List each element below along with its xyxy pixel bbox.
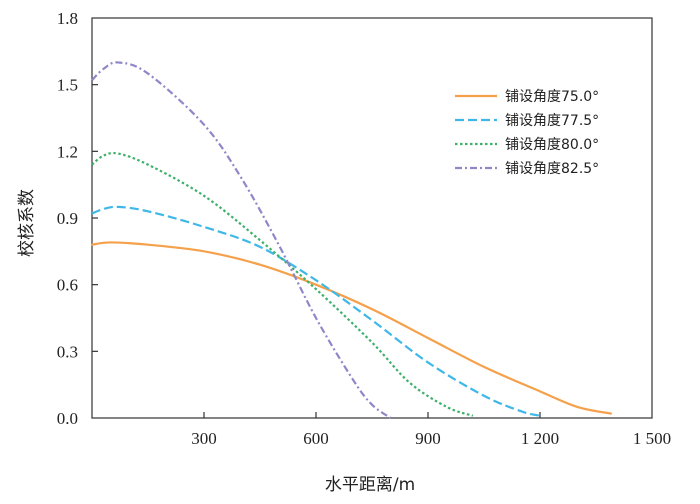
x-tick-label: 900 bbox=[415, 429, 441, 448]
y-axis-title: 校核系数 bbox=[17, 189, 37, 257]
legend-label-4: 铺设角度82.5° bbox=[505, 161, 599, 177]
y-tick-label: 1.8 bbox=[57, 9, 78, 28]
x-tick-label: 1 200 bbox=[521, 429, 559, 448]
legend: 铺设角度75.0° 铺设角度77.5° 铺设角度80.0° 铺设角度82.5° bbox=[455, 89, 599, 177]
legend-label-1: 铺设角度75.0° bbox=[505, 89, 599, 105]
y-tick-label: 1.2 bbox=[57, 142, 78, 161]
series-line-2 bbox=[91, 205, 541, 417]
y-tick-label: 0.3 bbox=[57, 342, 78, 361]
series-layer bbox=[90, 61, 613, 419]
legend-label-2: 铺设角度77.5° bbox=[505, 113, 599, 129]
series-line-4 bbox=[91, 61, 392, 419]
x-tick-label: 300 bbox=[191, 429, 217, 448]
x-tick-label: 1 500 bbox=[633, 429, 671, 448]
x-tick-label: 600 bbox=[303, 429, 329, 448]
x-axis-title: 水平距离/m bbox=[325, 475, 415, 495]
y-tick-label: 1.5 bbox=[57, 76, 78, 95]
series-line-3 bbox=[91, 151, 474, 417]
series-line-1 bbox=[90, 241, 613, 415]
legend-label-3: 铺设角度80.0° bbox=[505, 137, 599, 153]
y-tick-label: 0.0 bbox=[57, 409, 78, 428]
y-axis: 0.0 0.3 0.6 0.9 1.2 1.5 1.8 bbox=[57, 9, 98, 428]
x-axis: 300 600 900 1 200 1 500 bbox=[191, 412, 671, 448]
y-tick-label: 0.9 bbox=[57, 209, 78, 228]
y-tick-label: 0.6 bbox=[57, 276, 78, 295]
